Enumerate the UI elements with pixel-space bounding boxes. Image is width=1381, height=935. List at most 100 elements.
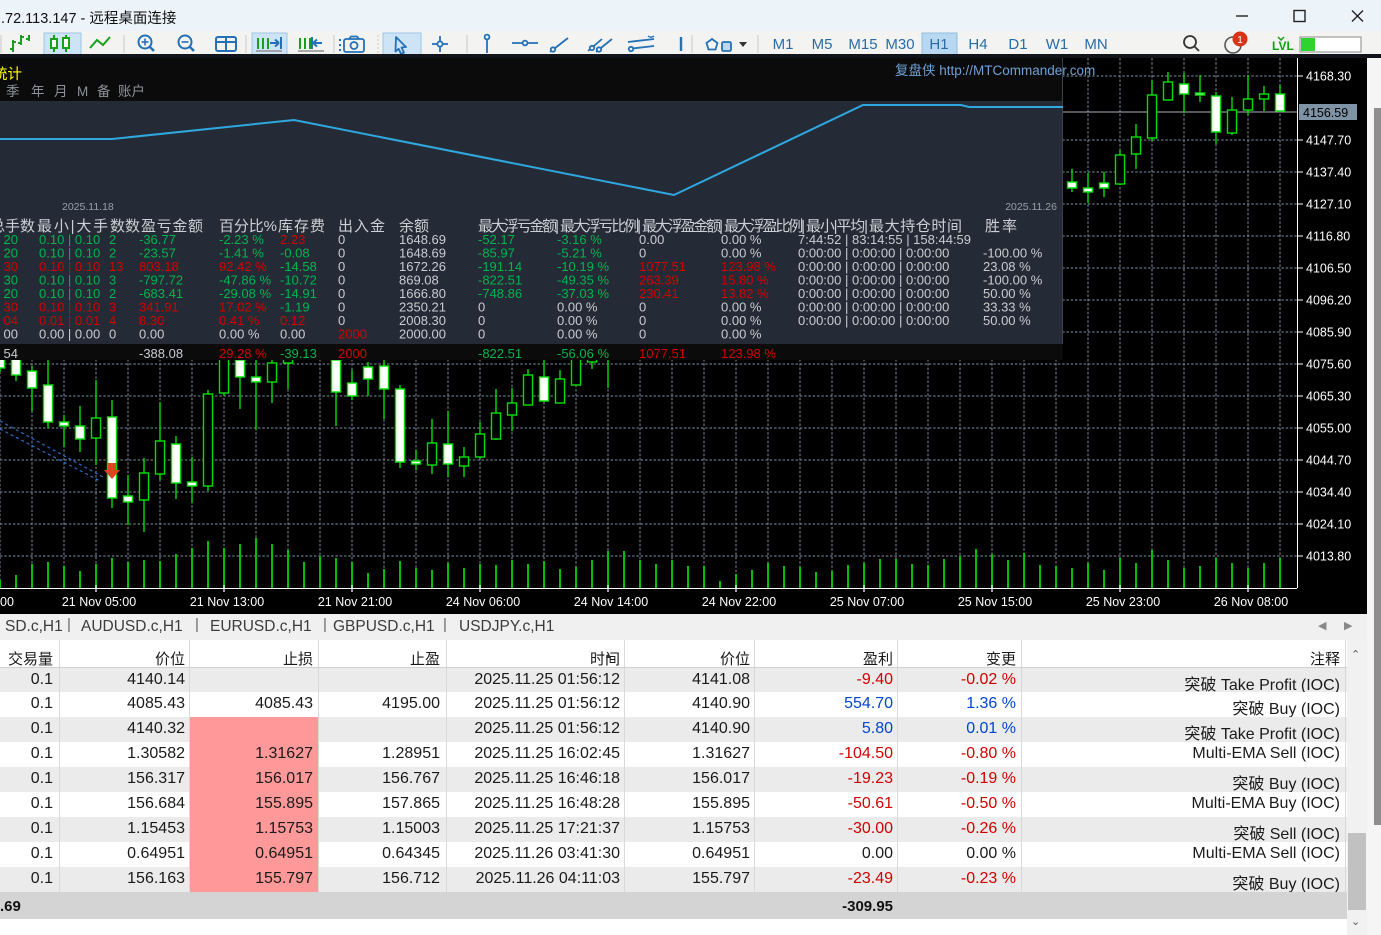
svg-text:4085.90: 4085.90 (1306, 326, 1351, 340)
svg-text:-683.41: -683.41 (139, 286, 183, 301)
svg-text:20: 20 (4, 232, 18, 247)
svg-text:0.00 %: 0.00 % (721, 327, 762, 342)
svg-text:13.82 %: 13.82 % (721, 286, 769, 301)
svg-text:-39.13: -39.13 (280, 346, 317, 361)
svg-text:余额: 余额 (399, 217, 429, 235)
svg-text:0: 0 (639, 246, 646, 261)
svg-text:最大浮盈金额|: 最大浮盈金额| (642, 218, 723, 235)
svg-text:24 Nov 22:00: 24 Nov 22:00 (702, 595, 776, 609)
svg-text:0.00: 0.00 (139, 327, 164, 342)
svg-text:0:00:00 | 0:00:00 | 0:00:00: 0:00:00 | 0:00:00 | 0:00:00 (798, 246, 949, 261)
svg-text:MN: MN (1084, 36, 1107, 53)
svg-text:备: 备 (97, 83, 111, 99)
svg-text:4147.70: 4147.70 (1306, 134, 1351, 148)
svg-text:-47.86 %: -47.86 % (219, 273, 271, 288)
svg-text:-10.19 %: -10.19 % (557, 259, 609, 274)
svg-text:2025.11.18: 2025.11.18 (62, 201, 114, 213)
svg-text:4044.70: 4044.70 (1306, 454, 1351, 468)
svg-text:-797.72: -797.72 (139, 273, 183, 288)
svg-text:29.28 %: 29.28 % (219, 346, 267, 361)
svg-text:20: 20 (4, 246, 18, 261)
svg-text:0.00: 0.00 (639, 232, 664, 247)
svg-text:-5.21 %: -5.21 % (557, 246, 602, 261)
svg-text:-388.08: -388.08 (139, 346, 183, 361)
svg-text:33.33 %: 33.33 % (983, 300, 1031, 315)
svg-text:统计: 统计 (0, 66, 22, 83)
svg-text:21 Nov 21:00: 21 Nov 21:00 (318, 595, 392, 609)
svg-text:54: 54 (4, 346, 18, 361)
svg-text:0.41 %: 0.41 % (219, 313, 260, 328)
svg-text:7:44:52 | 83:14:55 | 158:44:59: 7:44:52 | 83:14:55 | 158:44:59 (798, 232, 971, 247)
svg-text:4096.20: 4096.20 (1306, 294, 1351, 308)
svg-text:最小|平均|: 最小|平均| (806, 218, 868, 235)
svg-text:0: 0 (639, 327, 646, 342)
svg-text:2.23: 2.23 (280, 232, 305, 247)
svg-text:-100.00 %: -100.00 % (983, 273, 1043, 288)
svg-text:-37.03 %: -37.03 % (557, 286, 609, 301)
svg-text:-36.77: -36.77 (139, 232, 176, 247)
svg-text:-14.58: -14.58 (280, 259, 317, 274)
svg-text:月: 月 (54, 84, 68, 99)
svg-text:0.00 %: 0.00 % (557, 300, 598, 315)
svg-text:2000: 2000 (338, 327, 367, 342)
svg-text:W1: W1 (1046, 36, 1069, 53)
svg-text:最大浮盈比例|: 最大浮盈比例| (724, 218, 805, 235)
svg-text:-191.14: -191.14 (478, 259, 522, 274)
svg-text:1672.26: 1672.26 (399, 259, 446, 274)
svg-text:1077.51: 1077.51 (639, 346, 686, 361)
svg-text:0.10 | 0.10: 0.10 | 0.10 (39, 259, 100, 274)
svg-text:17.02 %: 17.02 % (219, 300, 267, 315)
svg-text:胜率: 胜率 (985, 218, 1017, 235)
svg-text:-100.00 %: -100.00 % (983, 246, 1043, 261)
svg-text:0: 0 (338, 232, 345, 247)
svg-text:0.00 %: 0.00 % (721, 300, 762, 315)
svg-text:2350.21: 2350.21 (399, 300, 446, 315)
svg-text:0.00 %: 0.00 % (721, 232, 762, 247)
svg-text:92.42 %: 92.42 % (219, 259, 267, 274)
svg-text:0: 0 (338, 300, 345, 315)
svg-text:0.01 | 0.01: 0.01 | 0.01 (39, 313, 100, 328)
svg-text:4075.60: 4075.60 (1306, 358, 1351, 372)
svg-text:LVL: LVL (1272, 39, 1294, 53)
svg-text:2025.11.26: 2025.11.26 (1005, 201, 1057, 213)
svg-text:H1: H1 (929, 36, 948, 53)
svg-text:4137.40: 4137.40 (1306, 166, 1351, 180)
svg-text:30: 30 (4, 273, 18, 288)
svg-text:4127.10: 4127.10 (1306, 198, 1351, 212)
svg-text:百分比%: 百分比% (219, 218, 277, 235)
svg-text:50.00 %: 50.00 % (983, 286, 1031, 301)
svg-text:0: 0 (478, 313, 485, 328)
svg-text:13: 13 (109, 259, 123, 274)
svg-text:-56.06 %: -56.06 % (557, 346, 609, 361)
svg-text:4106.50: 4106.50 (1306, 262, 1351, 276)
svg-text:-10.72: -10.72 (280, 273, 317, 288)
svg-text:30: 30 (4, 259, 18, 274)
svg-text:0.00 %: 0.00 % (219, 327, 260, 342)
svg-text:341.91: 341.91 (139, 300, 179, 315)
svg-text:-3.16 %: -3.16 % (557, 232, 602, 247)
svg-text:0.10 | 0.10: 0.10 | 0.10 (39, 273, 100, 288)
svg-text:4116.80: 4116.80 (1306, 230, 1350, 244)
svg-text:-1.41 %: -1.41 % (219, 246, 264, 261)
svg-text:0: 0 (478, 327, 485, 342)
svg-text:年: 年 (31, 84, 45, 99)
svg-text:0: 0 (338, 313, 345, 328)
svg-text:-29.08 %: -29.08 % (219, 286, 271, 301)
svg-text:盈亏金额: 盈亏金额 (141, 218, 203, 235)
svg-text:D1: D1 (1008, 36, 1027, 53)
svg-text:2: 2 (109, 232, 116, 247)
svg-text:0: 0 (338, 273, 345, 288)
svg-text:最大持仓时间: 最大持仓时间 (869, 218, 962, 235)
svg-text:M30: M30 (885, 36, 914, 53)
svg-text:-23.57: -23.57 (139, 246, 176, 261)
svg-text:总手数: 总手数 (0, 218, 35, 235)
svg-text:0.10 | 0.10: 0.10 | 0.10 (39, 286, 100, 301)
svg-text:0.00 %: 0.00 % (721, 246, 762, 261)
svg-text:25 Nov 15:00: 25 Nov 15:00 (958, 595, 1032, 609)
svg-text:0.12: 0.12 (280, 313, 305, 328)
svg-text:123.98 %: 123.98 % (721, 259, 776, 274)
svg-text:24 Nov 06:00: 24 Nov 06:00 (446, 595, 520, 609)
svg-text:50.00 %: 50.00 % (983, 313, 1031, 328)
svg-text:0: 0 (338, 246, 345, 261)
svg-text:最大浮亏比例|: 最大浮亏比例| (560, 218, 641, 235)
